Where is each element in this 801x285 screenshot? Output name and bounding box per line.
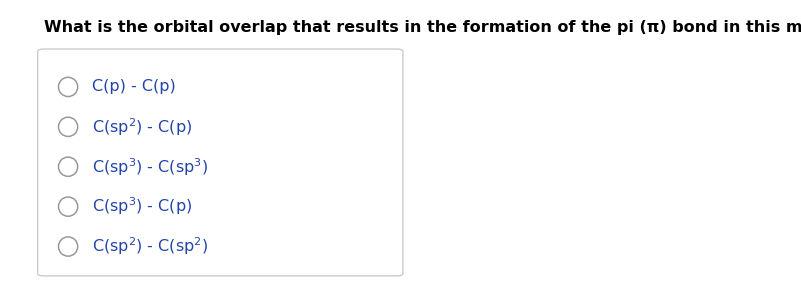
Ellipse shape: [58, 77, 78, 97]
FancyBboxPatch shape: [38, 49, 403, 276]
Text: C(sp$^2$) - C(p): C(sp$^2$) - C(p): [92, 116, 192, 138]
Ellipse shape: [58, 197, 78, 216]
Text: C(p) - C(p): C(p) - C(p): [92, 80, 176, 94]
Ellipse shape: [58, 157, 78, 176]
Text: C(sp$^2$) - C(sp$^2$): C(sp$^2$) - C(sp$^2$): [92, 236, 208, 257]
Text: What is the orbital overlap that results in the formation of the pi (π) bond in : What is the orbital overlap that results…: [44, 20, 801, 35]
Text: C(sp$^3$) - C(sp$^3$): C(sp$^3$) - C(sp$^3$): [92, 156, 208, 178]
Ellipse shape: [58, 117, 78, 137]
Ellipse shape: [58, 237, 78, 256]
Text: C(sp$^3$) - C(p): C(sp$^3$) - C(p): [92, 196, 192, 217]
